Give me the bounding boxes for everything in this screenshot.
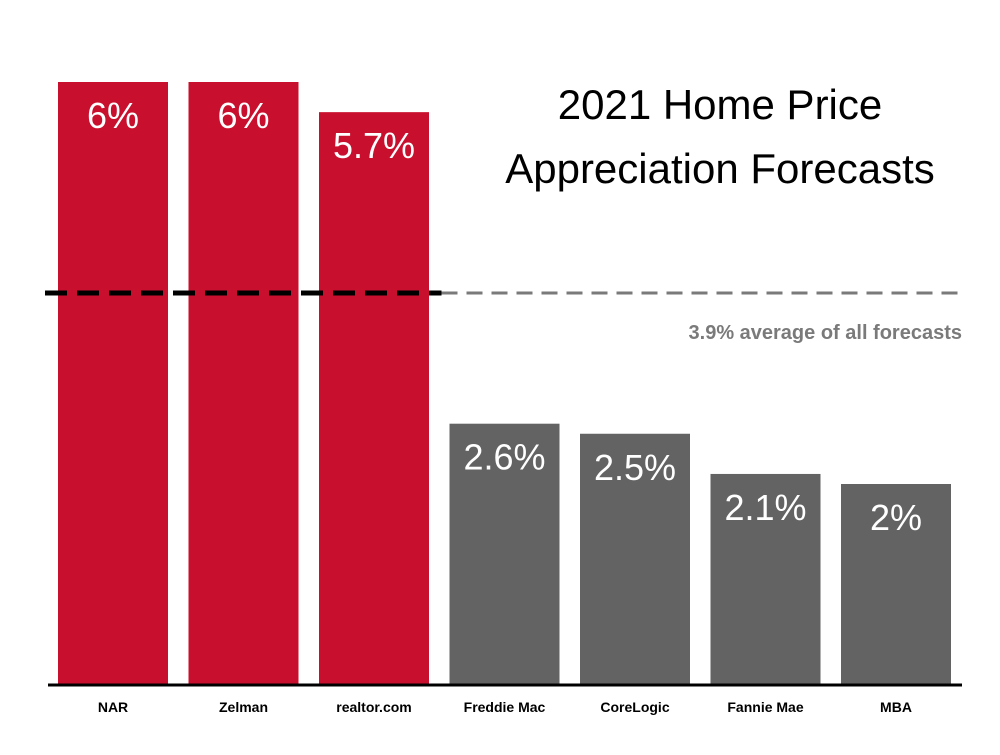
value-label: 2.5% [594,447,676,488]
category-label: Fannie Mae [727,699,803,715]
category-label: Zelman [219,699,268,715]
chart-title-line-2: Appreciation Forecasts [505,145,935,192]
bar-corelogic [580,433,690,685]
bars-group [58,82,951,685]
category-label: NAR [98,699,128,715]
category-label: Freddie Mac [464,699,546,715]
bar-mba [841,484,951,685]
bar-freddie-mac [449,423,560,685]
average-line-label: 3.9% average of all forecasts [689,322,962,344]
value-label: 2.1% [724,487,806,528]
category-label: realtor.com [336,699,411,715]
value-label: 2% [870,497,922,538]
value-label: 2.6% [463,437,545,478]
chart-title-line-1: 2021 Home Price [558,81,883,128]
bar-realtor-com [319,112,429,685]
category-label: MBA [880,699,912,715]
value-labels-group: 6% 6% 5.7% 2.6% 2.5% 2.1% 2% [87,95,922,538]
value-label: 5.7% [333,125,415,166]
value-label: 6% [217,95,269,136]
bar-fannie-mae [710,473,821,685]
category-label: CoreLogic [600,699,669,715]
bar-zelman [188,82,299,685]
value-label: 6% [87,95,139,136]
bar-nar [58,82,168,685]
category-labels-group: NAR Zelman realtor.com Freddie Mac CoreLogic… [98,699,912,715]
